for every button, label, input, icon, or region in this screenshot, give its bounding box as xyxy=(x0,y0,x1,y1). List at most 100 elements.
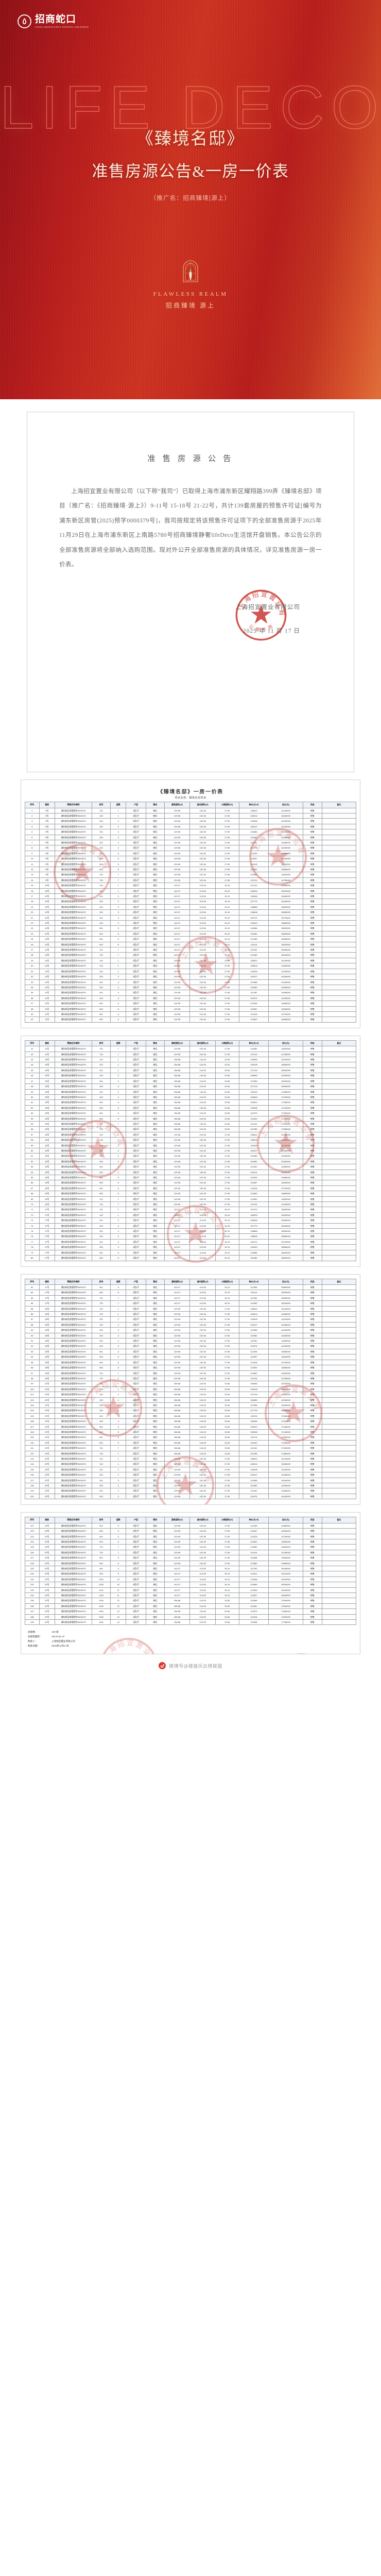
table-row[interactable]: 14 9号 浦东新区房管预字0000379 702 7 3室2厅 南北 129.95 102.3… xyxy=(25,877,357,884)
table-row[interactable]: 15 10号 浦东新区房管预字0000379 101 1 4室2厅 南北 143.27 113.… xyxy=(25,883,357,889)
table-row[interactable]: 113 22号 浦东新区房管预字0000379 101 1 3室2厅 南北 129.95 102… xyxy=(25,1455,357,1462)
table-row[interactable]: 130 22号 浦东新区房管预字0000379 902 9 4室2厅 南北 143.27 113… xyxy=(25,1571,357,1577)
table-row[interactable]: 96 18号 浦东新区房管预字0000379 602 6 3室2厅 南北 129.95 102.… xyxy=(25,1365,357,1371)
table-row[interactable]: 6 9号 浦东新区房管预字0000379 302 3 3室2厅 南北 129.95 102.36… xyxy=(25,834,357,840)
table-row[interactable]: 40 11号 浦东新区房管预字0000379 602 6 3室2厅 南北 129.95 102.… xyxy=(25,1016,357,1023)
table-row[interactable]: 48 15号 浦东新区房管预字0000379 302 3 4室2厅 南北 156.88 124.… xyxy=(25,1083,357,1090)
table-row[interactable]: 61 16号 浦东新区房管预字0000379 301 3 3室2厅 南北 129.95 102.… xyxy=(25,1153,357,1159)
table-row[interactable]: 127 22号 浦东新区房管预字0000379 801 8 3室2厅 南北 129.95 102… xyxy=(25,1555,357,1561)
table-row[interactable]: 114 22号 浦东新区房管预字0000379 102 1 3室2厅 南北 129.95 102… xyxy=(25,1461,357,1467)
table-row[interactable]: 88 18号 浦东新区房管预字0000379 202 2 3室2厅 南北 129.95 102.… xyxy=(25,1321,357,1328)
table-row[interactable]: 79 17号 浦东新区房管预字0000379 501 5 4室2厅 南北 143.27 113.… xyxy=(25,1249,357,1256)
table-row[interactable]: 122 22号 浦东新区房管预字0000379 502 5 3室2厅 南北 129.95 102… xyxy=(25,1528,357,1534)
table-row[interactable]: 10 9号 浦东新区房管预字0000379 502 5 3室2厅 南北 129.95 102.3… xyxy=(25,856,357,862)
table-row[interactable]: 2 9号 浦东新区房管预字0000379 102 1 3室2厅 南北 129.95 102.36… xyxy=(25,812,357,819)
table-row[interactable]: 100 21号 浦东新区房管预字0000379 102 1 4室2厅 南北 156.88 124… xyxy=(25,1386,357,1393)
table-row[interactable]: 139 22号 浦东新区房管预字0000379 1401 14 4室2厅 南北 156.88 1… xyxy=(25,1619,357,1625)
table-row[interactable]: 86 18号 浦东新区房管预字0000379 102 1 3室2厅 南北 129.95 102.… xyxy=(25,1311,357,1317)
table-row[interactable]: 67 16号 浦东新区房管预字0000379 601 6 3室2厅 南北 129.95 102.… xyxy=(25,1185,357,1192)
table-row[interactable]: 63 16号 浦东新区房管预字0000379 401 4 3室2厅 南北 129.95 102.… xyxy=(25,1164,357,1170)
table-row[interactable]: 98 18号 浦东新区房管预字0000379 702 7 3室2厅 南北 129.95 102.… xyxy=(25,1375,357,1382)
table-row[interactable]: 123 22号 浦东新区房管预字0000379 601 6 3室2厅 南北 129.95 102… xyxy=(25,1533,357,1539)
table-row[interactable]: 65 16号 浦东新区房管预字0000379 501 5 3室2厅 南北 129.95 102.… xyxy=(25,1174,357,1181)
table-row[interactable]: 128 22号 浦东新区房管预字0000379 802 8 3室2厅 南北 129.95 102… xyxy=(25,1560,357,1567)
table-row[interactable]: 115 22号 浦东新区房管预字0000379 201 2 3室2厅 南北 129.95 102… xyxy=(25,1466,357,1473)
table-row[interactable]: 29 11号 浦东新区房管预字0000379 101 1 3室2厅 南北 129.95 102.… xyxy=(25,957,357,964)
table-row[interactable]: 76 17号 浦东新区房管预字0000379 302 3 4室2厅 南北 143.27 113.… xyxy=(25,1233,357,1240)
table-row[interactable]: 32 11号 浦东新区房管预字0000379 202 2 3室2厅 南北 129.95 102.… xyxy=(25,974,357,980)
table-row[interactable]: 83 17号 浦东新区房管预字0000379 701 7 4室2厅 南北 143.27 113.… xyxy=(25,1295,357,1301)
table-row[interactable]: 93 18号 浦东新区房管预字0000379 501 5 3室2厅 南北 129.95 102.… xyxy=(25,1348,357,1355)
table-row[interactable]: 105 21号 浦东新区房管预字0000379 401 4 4室2厅 南北 156.88 124… xyxy=(25,1413,357,1419)
table-row[interactable]: 107 21号 浦东新区房管预字0000379 501 5 4室2厅 南北 156.88 124… xyxy=(25,1423,357,1430)
table-row[interactable]: 69 16号 浦东新区房管预字0000379 701 7 3室2厅 南北 129.95 102.… xyxy=(25,1196,357,1202)
table-row[interactable]: 43 15号 浦东新区房管预字0000379 101 1 4室2厅 南北 156.88 124.… xyxy=(25,1057,357,1063)
table-row[interactable]: 53 15号 浦东新区房管预字0000379 601 6 4室2厅 南北 156.88 124.… xyxy=(25,1110,357,1116)
table-row[interactable]: 64 16号 浦东新区房管预字0000379 402 4 3室2厅 南北 129.95 102.… xyxy=(25,1169,357,1176)
table-row[interactable]: 9 9号 浦东新区房管预字0000379 501 5 3室2厅 南北 129.95 102.36… xyxy=(25,850,357,857)
table-row[interactable]: 125 22号 浦东新区房管预字0000379 701 7 3室2厅 南北 129.95 102… xyxy=(25,1544,357,1550)
table-row[interactable]: 56 15号 浦东新区房管预字0000379 702 7 4室2厅 南北 156.88 124.… xyxy=(25,1126,357,1132)
table-row[interactable]: 110 21号 浦东新区房管预字0000379 602 6 4室2厅 南北 156.88 124… xyxy=(25,1439,357,1446)
table-row[interactable]: 50 15号 浦东新区房管预字0000379 402 4 4室2厅 南北 156.88 124.… xyxy=(25,1094,357,1100)
table-row[interactable]: 54 15号 浦东新区房管预字0000379 602 6 4室2厅 南北 156.88 124.… xyxy=(25,1115,357,1122)
table-row[interactable]: 23 10号 浦东新区房管预字0000379 501 5 4室2厅 南北 143.27 113.… xyxy=(25,925,357,931)
table-row[interactable]: 42 11号 浦东新区房管预字0000379 702 7 3室2厅 南北 129.95 102.… xyxy=(25,1051,357,1058)
table-row[interactable]: 24 10号 浦东新区房管预字0000379 502 5 4室2厅 南北 143.27 113.… xyxy=(25,930,357,937)
table-row[interactable]: 126 22号 浦东新区房管预字0000379 702 7 3室2厅 南北 129.95 102… xyxy=(25,1549,357,1556)
table-row[interactable]: 4 9号 浦东新区房管预字0000379 202 2 3室2厅 南北 129.95 102.36… xyxy=(25,823,357,830)
table-row[interactable]: 103 21号 浦东新区房管预字0000379 301 3 4室2厅 南北 156.88 124… xyxy=(25,1402,357,1409)
table-row[interactable]: 75 17号 浦东新区房管预字0000379 301 3 4室2厅 南北 143.27 113.… xyxy=(25,1228,357,1234)
table-row[interactable]: 78 17号 浦东新区房管预字0000379 402 4 4室2厅 南北 143.27 113.… xyxy=(25,1244,357,1250)
table-row[interactable]: 22 10号 浦东新区房管预字0000379 402 4 4室2厅 南北 143.27 113.… xyxy=(25,920,357,926)
table-row[interactable]: 136 22号 浦东新区房管预字0000379 1202 12 4室2厅 南北 156.88 1… xyxy=(25,1603,357,1609)
table-row[interactable]: 18 10号 浦东新区房管预字0000379 202 2 4室2厅 南北 143.27 113.… xyxy=(25,899,357,905)
table-row[interactable]: 44 15号 浦东新区房管预字0000379 102 1 4室2厅 南北 156.88 124.… xyxy=(25,1062,357,1068)
table-row[interactable]: 135 22号 浦东新区房管预字0000379 1201 12 4室2厅 南北 156.88 1… xyxy=(25,1598,357,1604)
table-row[interactable]: 7 9号 浦东新区房管预字0000379 401 4 3室2厅 南北 129.95 102.36… xyxy=(25,839,357,846)
table-row[interactable]: 117 22号 浦东新区房管预字0000379 301 3 3室2厅 南北 129.95 102… xyxy=(25,1477,357,1484)
table-row[interactable]: 35 11号 浦东新区房管预字0000379 401 4 3室2厅 南北 129.95 102.… xyxy=(25,990,357,996)
table-row[interactable]: 120 22号 浦东新区房管预字0000379 402 4 3室2厅 南北 129.95 102… xyxy=(25,1493,357,1500)
table-row[interactable]: 116 22号 浦东新区房管预字0000379 202 2 3室2厅 南北 129.95 102… xyxy=(25,1472,357,1478)
table-row[interactable]: 17 10号 浦东新区房管预字0000379 201 2 4室2厅 南北 143.27 113.… xyxy=(25,893,357,900)
table-row[interactable]: 8 9号 浦东新区房管预字0000379 402 4 3室2厅 南北 129.95 102.36… xyxy=(25,845,357,851)
table-row[interactable]: 36 11号 浦东新区房管预字0000379 402 4 3室2厅 南北 129.95 102.… xyxy=(25,995,357,1002)
table-row[interactable]: 119 22号 浦东新区房管预字0000379 401 4 3室2厅 南北 129.95 102… xyxy=(25,1488,357,1494)
table-row[interactable]: 131 22号 浦东新区房管预字0000379 1001 10 4室2厅 南北 143.27 1… xyxy=(25,1576,357,1583)
table-row[interactable]: 27 10号 浦东新区房管预字0000379 701 7 4室2厅 南北 143.27 113.… xyxy=(25,947,357,953)
table-row[interactable]: 73 17号 浦东新区房管预字0000379 201 2 4室2厅 南北 143.27 113.… xyxy=(25,1217,357,1224)
table-row[interactable]: 108 21号 浦东新区房管预字0000379 502 5 4室2厅 南北 156.88 124… xyxy=(25,1429,357,1435)
table-row[interactable]: 95 18号 浦东新区房管预字0000379 601 6 3室2厅 南北 129.95 102.… xyxy=(25,1359,357,1366)
table-row[interactable]: 101 21号 浦东新区房管预字0000379 201 2 4室2厅 南北 156.88 124… xyxy=(25,1392,357,1398)
table-row[interactable]: 94 18号 浦东新区房管预字0000379 502 5 3室2厅 南北 129.95 102.… xyxy=(25,1354,357,1360)
table-row[interactable]: 68 16号 浦东新区房管预字0000379 602 6 3室2厅 南北 129.95 102.… xyxy=(25,1191,357,1197)
table-row[interactable]: 11 9号 浦东新区房管预字0000379 601 6 3室2厅 南北 129.95 102.3… xyxy=(25,861,357,867)
table-row[interactable]: 82 17号 浦东新区房管预字0000379 602 6 4室2厅 南北 143.27 113.… xyxy=(25,1290,357,1296)
table-row[interactable]: 12 9号 浦东新区房管预字0000379 602 6 3室2厅 南北 129.95 102.3… xyxy=(25,866,357,873)
table-row[interactable]: 90 18号 浦东新区房管预字0000379 302 3 3室2厅 南北 129.95 102.… xyxy=(25,1332,357,1339)
table-row[interactable]: 55 15号 浦东新区房管预字0000379 701 7 4室2厅 南北 156.88 124.… xyxy=(25,1121,357,1127)
table-row[interactable]: 124 22号 浦东新区房管预字0000379 602 6 3室2厅 南北 129.95 102… xyxy=(25,1538,357,1545)
table-row[interactable]: 26 10号 浦东新区房管预字0000379 602 6 4室2厅 南北 143.27 113.… xyxy=(25,941,357,948)
table-row[interactable]: 3 9号 浦东新区房管预字0000379 201 2 3室2厅 南北 129.95 102.36… xyxy=(25,818,357,824)
table-row[interactable]: 57 16号 浦东新区房管预字0000379 101 1 3室2厅 南北 129.95 102.… xyxy=(25,1131,357,1138)
table-row[interactable]: 16 10号 浦东新区房管预字0000379 102 1 4室2厅 南北 143.27 113.… xyxy=(25,888,357,894)
table-row[interactable]: 25 10号 浦东新区房管预字0000379 601 6 4室2厅 南北 143.27 113.… xyxy=(25,936,357,942)
table-row[interactable]: 58 16号 浦东新区房管预字0000379 102 1 3室2厅 南北 129.95 102.… xyxy=(25,1137,357,1143)
table-row[interactable]: 87 18号 浦东新区房管预字0000379 201 2 3室2厅 南北 129.95 102.… xyxy=(25,1316,357,1323)
table-row[interactable]: 30 11号 浦东新区房管预字0000379 102 1 3室2厅 南北 129.95 102.… xyxy=(25,963,357,969)
table-row[interactable]: 81 17号 浦东新区房管预字0000379 601 6 4室2厅 南北 143.27 113.… xyxy=(25,1284,357,1291)
table-row[interactable]: 62 16号 浦东新区房管预字0000379 302 3 3室2厅 南北 129.95 102.… xyxy=(25,1158,357,1165)
table-row[interactable]: 118 22号 浦东新区房管预字0000379 302 3 3室2厅 南北 129.95 102… xyxy=(25,1483,357,1489)
table-row[interactable]: 112 21号 浦东新区房管预字0000379 702 7 4室2厅 南北 156.88 124… xyxy=(25,1450,357,1457)
table-row[interactable]: 41 11号 浦东新区房管预字0000379 701 7 3室2厅 南北 129.95 102.… xyxy=(25,1046,357,1052)
table-row[interactable]: 104 21号 浦东新区房管预字0000379 302 3 4室2厅 南北 156.88 124… xyxy=(25,1408,357,1414)
table-row[interactable]: 45 15号 浦东新区房管预字0000379 201 2 4室2厅 南北 156.88 124.… xyxy=(25,1067,357,1074)
table-row[interactable]: 97 18号 浦东新区房管预字0000379 701 7 3室2厅 南北 129.95 102.… xyxy=(25,1370,357,1376)
table-row[interactable]: 85 18号 浦东新区房管预字0000379 101 1 3室2厅 南北 129.95 102.… xyxy=(25,1306,357,1312)
table-row[interactable]: 52 15号 浦东新区房管预字0000379 502 5 4室2厅 南北 156.88 124.… xyxy=(25,1105,357,1111)
table-row[interactable]: 19 10号 浦东新区房管预字0000379 301 3 4室2厅 南北 143.27 113.… xyxy=(25,904,357,910)
table-row[interactable]: 37 11号 浦东新区房管预字0000379 501 5 3室2厅 南北 129.95 102.… xyxy=(25,1001,357,1007)
table-row[interactable]: 121 22号 浦东新区房管预字0000379 501 5 3室2厅 南北 129.95 102… xyxy=(25,1522,357,1529)
